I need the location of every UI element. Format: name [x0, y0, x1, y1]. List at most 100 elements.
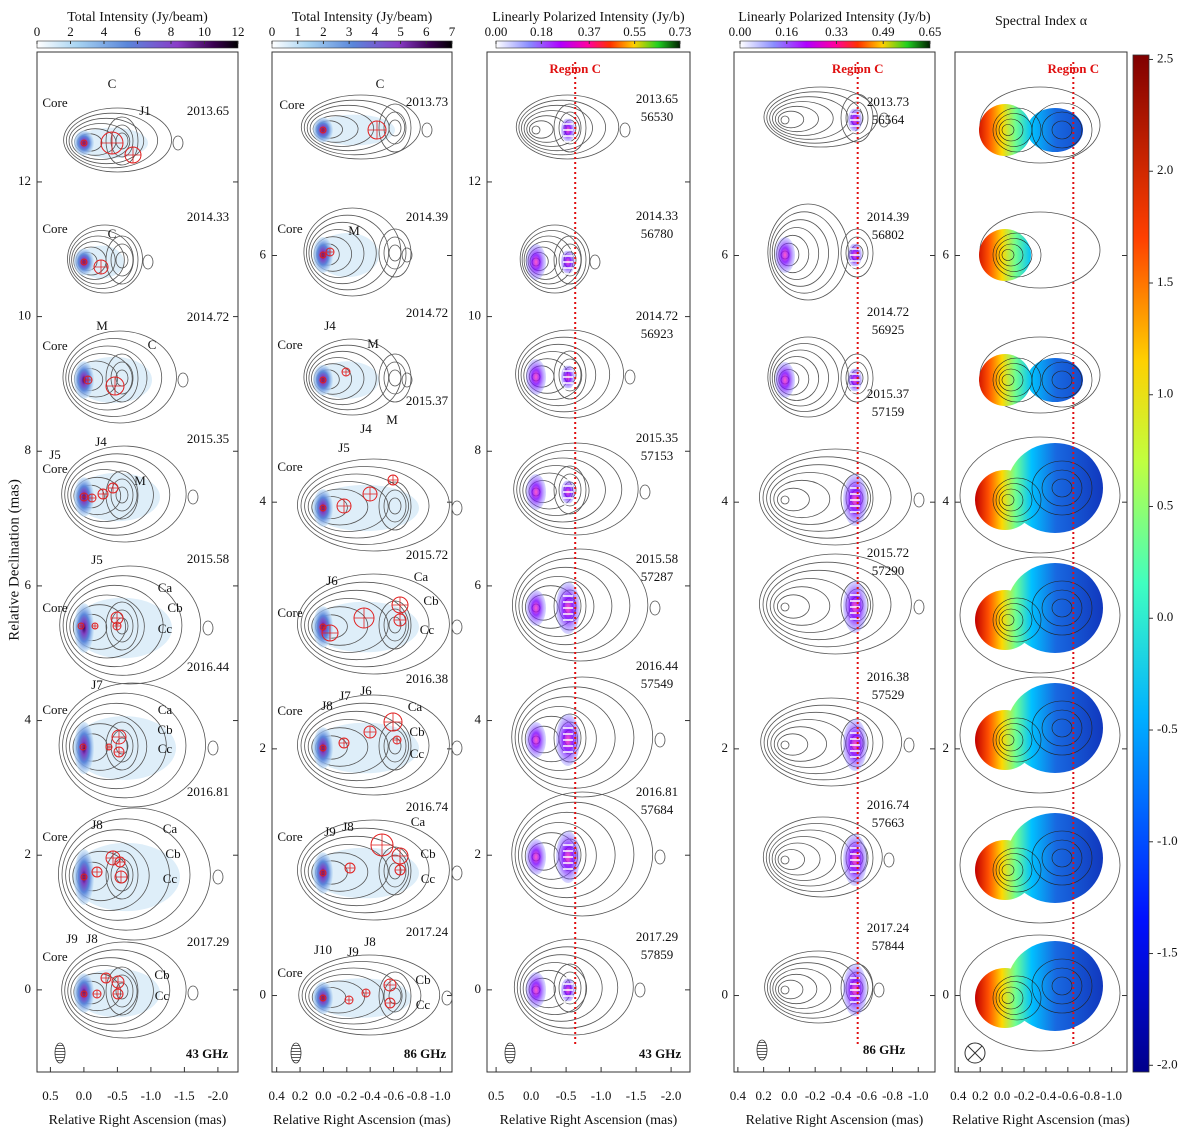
contour — [61, 818, 191, 931]
model-component — [81, 259, 87, 265]
contour — [763, 704, 884, 781]
colorbar-tick-label: 0.37 — [578, 24, 601, 39]
contour — [654, 849, 666, 865]
contour — [995, 981, 1033, 1015]
contour — [780, 115, 790, 125]
spectral-index-map — [979, 229, 1031, 281]
contour — [878, 112, 890, 128]
panel-title: Linearly Polarized Intensity (Jy/b) — [738, 10, 931, 25]
panel-title: Total Intensity (Jy/beam) — [67, 10, 208, 25]
contour — [1041, 709, 1083, 747]
contour — [105, 850, 139, 900]
component-label: J8 — [321, 698, 333, 713]
contour — [69, 230, 134, 289]
contour — [515, 557, 631, 654]
contour — [1031, 700, 1093, 756]
contour — [62, 575, 183, 676]
colorbar — [739, 40, 931, 49]
contour — [772, 101, 834, 136]
component-label: Cb — [165, 846, 180, 861]
component-label: M — [386, 412, 398, 427]
contour — [110, 124, 134, 158]
epoch-label: 2015.35 — [187, 431, 229, 446]
contour — [777, 979, 804, 1000]
model-component — [98, 489, 108, 499]
contour — [309, 110, 375, 147]
component-label: Core — [42, 461, 68, 476]
contour — [1051, 718, 1073, 738]
model-component — [392, 848, 408, 864]
epoch-label: 2014.33 — [187, 209, 229, 224]
epoch-label: 2016.74 — [406, 799, 449, 814]
y-tick-label: 10 — [468, 308, 481, 323]
colorbar — [271, 40, 453, 49]
contour — [115, 737, 129, 755]
contour — [654, 732, 666, 748]
contour — [300, 94, 421, 160]
y-tick-label: 2 — [25, 846, 32, 861]
component-label: J9 — [66, 931, 78, 946]
x-tick-label: -1.0 — [1101, 1088, 1122, 1103]
panel-frame — [733, 51, 936, 1073]
contour — [995, 603, 1033, 637]
epoch-label: 2016.81 — [636, 784, 678, 799]
contour — [311, 852, 369, 892]
contour — [998, 608, 1024, 632]
component-label: Ca — [158, 580, 173, 595]
contour — [1031, 460, 1093, 516]
x-tick-label: 0.0 — [523, 1088, 539, 1103]
contour — [883, 852, 895, 868]
colorbar-tick-label: 10 — [198, 24, 211, 39]
contour — [518, 811, 616, 899]
contour — [72, 604, 126, 650]
model-component — [320, 995, 326, 1001]
component-label: Core — [277, 829, 303, 844]
contour — [311, 606, 369, 646]
contour — [553, 465, 587, 515]
model-component — [84, 376, 92, 384]
contour — [1051, 120, 1073, 140]
x-tick-label: -0.4 — [360, 1088, 381, 1103]
x-axis-label: Relative Right Ascension (mas) — [49, 1113, 227, 1128]
colorbar-tick-label: 0.65 — [919, 24, 942, 39]
contour — [773, 726, 827, 762]
panel-frame — [271, 51, 453, 1073]
component-label: J1 — [139, 103, 151, 118]
x-tick-label: -0.8 — [1079, 1088, 1100, 1103]
model-component — [93, 990, 101, 998]
contour — [307, 598, 389, 653]
colorbar-tick-label: 1 — [294, 24, 301, 39]
component-label: Cb — [154, 967, 169, 982]
contour — [762, 816, 883, 898]
model-component — [81, 874, 87, 880]
x-tick-label: -0.5 — [556, 1088, 577, 1103]
frequency-label: 86 GHz — [863, 1042, 905, 1057]
contour — [511, 548, 649, 662]
x-tick-label: -0.6 — [1058, 1088, 1079, 1103]
colorbar-tick-label: 4 — [101, 24, 108, 39]
contour — [378, 846, 412, 896]
x-tick-label: -1.5 — [626, 1088, 647, 1103]
contour — [300, 581, 430, 668]
contour — [518, 566, 613, 646]
contour — [1001, 124, 1015, 136]
contour — [1001, 374, 1015, 386]
contour — [517, 336, 611, 413]
y-tick-label: 10 — [18, 308, 31, 323]
component-label: Core — [277, 337, 303, 352]
epoch-label: 2017.24 — [867, 920, 910, 935]
model-component — [364, 726, 376, 738]
contour — [522, 962, 588, 1015]
contour — [519, 954, 603, 1022]
mjd-label: 57663 — [872, 815, 905, 830]
component-label: M — [348, 223, 360, 238]
model-component — [106, 744, 112, 750]
component-label: J9 — [347, 944, 359, 959]
panel-title: Total Intensity (Jy/beam) — [292, 10, 433, 25]
contour — [1051, 478, 1073, 498]
epoch-label: 2013.73 — [867, 94, 909, 109]
component-label: Cc — [155, 988, 170, 1003]
colorbar-tick-label: 2.0 — [1157, 162, 1173, 177]
contour — [61, 941, 187, 1039]
contour — [1001, 864, 1015, 876]
